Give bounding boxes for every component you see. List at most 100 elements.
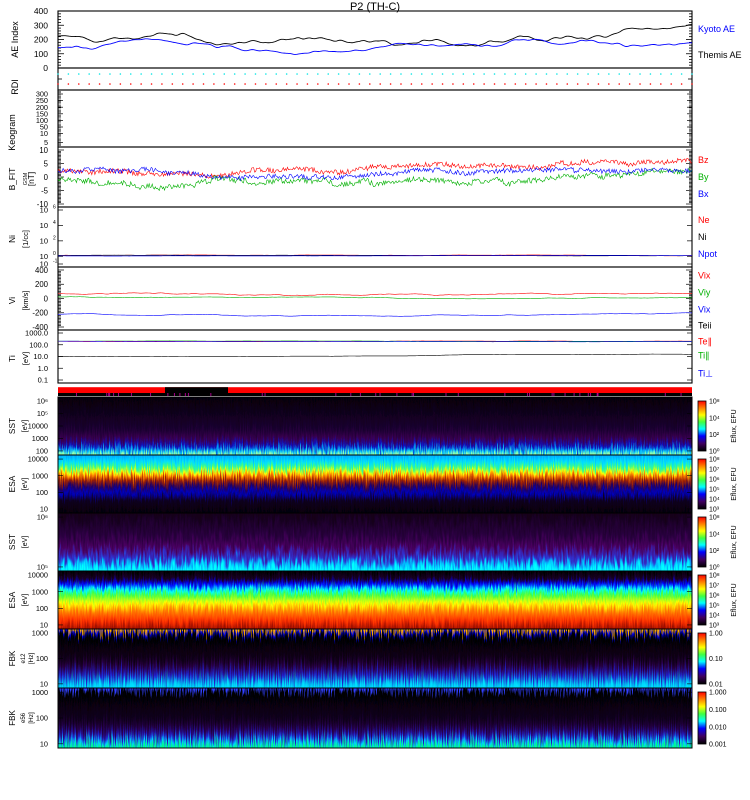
svg-text:Themis AE: Themis AE xyxy=(698,50,742,60)
svg-text:e12: e12 xyxy=(21,653,27,664)
svg-text:200: 200 xyxy=(35,280,49,289)
svg-text:10⁶: 10⁶ xyxy=(709,477,720,484)
svg-text:10⁶: 10⁶ xyxy=(709,593,720,600)
svg-text:10000: 10000 xyxy=(28,422,48,431)
svg-text:[eV]: [eV] xyxy=(22,536,29,549)
svg-text:Keogram: Keogram xyxy=(7,114,17,151)
svg-text:10.0: 10.0 xyxy=(33,352,48,361)
svg-text:0.10: 0.10 xyxy=(709,656,723,663)
svg-text:Vix: Vix xyxy=(698,271,711,281)
svg-text:10⁸: 10⁸ xyxy=(709,515,720,522)
svg-text:10⁴: 10⁴ xyxy=(709,613,720,620)
svg-text:-1: -1 xyxy=(53,259,58,265)
svg-text:1.0: 1.0 xyxy=(38,364,48,373)
svg-text:1000.0: 1000.0 xyxy=(25,329,48,338)
svg-text:10⁸: 10⁸ xyxy=(709,573,720,580)
svg-text:0: 0 xyxy=(43,63,48,73)
svg-text:Kyoto AE: Kyoto AE xyxy=(698,24,735,34)
svg-text:1000: 1000 xyxy=(32,434,48,443)
svg-text:10⁵: 10⁵ xyxy=(709,603,720,610)
svg-text:10⁴: 10⁴ xyxy=(709,415,720,422)
svg-text:-200: -200 xyxy=(32,309,48,318)
svg-text:0.100: 0.100 xyxy=(709,707,727,714)
svg-text:5: 5 xyxy=(44,159,49,168)
svg-text:0: 0 xyxy=(44,294,49,303)
svg-text:Teii: Teii xyxy=(698,321,712,331)
svg-text:Ti⊥: Ti⊥ xyxy=(698,369,713,379)
svg-text:10³: 10³ xyxy=(709,623,720,630)
svg-text:0.1: 0.1 xyxy=(38,376,48,385)
svg-text:10: 10 xyxy=(40,221,48,230)
svg-text:400: 400 xyxy=(35,266,49,275)
svg-text:B_FIT: B_FIT xyxy=(7,168,17,191)
svg-text:10²: 10² xyxy=(709,432,720,439)
svg-text:10⁴: 10⁴ xyxy=(709,531,720,538)
svg-text:10²: 10² xyxy=(709,548,720,555)
svg-text:Ne: Ne xyxy=(698,215,710,225)
svg-text:Ti∥: Ti∥ xyxy=(698,351,710,361)
svg-text:200: 200 xyxy=(34,35,48,45)
svg-text:Ti: Ti xyxy=(7,355,17,362)
svg-text:Eflux, EFU: Eflux, EFU xyxy=(731,583,738,616)
svg-text:RDI: RDI xyxy=(10,79,20,95)
svg-text:1.000: 1.000 xyxy=(709,690,727,697)
svg-text:1000: 1000 xyxy=(32,688,48,697)
svg-text:AE Index: AE Index xyxy=(10,21,20,58)
svg-text:10000: 10000 xyxy=(28,455,48,464)
svg-text:0: 0 xyxy=(44,173,49,182)
svg-text:1000: 1000 xyxy=(32,587,48,596)
svg-text:10⁰: 10⁰ xyxy=(709,448,720,456)
svg-text:1000: 1000 xyxy=(32,629,48,638)
svg-text:Bx: Bx xyxy=(698,189,709,199)
svg-text:FBK: FBK xyxy=(8,650,17,666)
svg-text:ESA: ESA xyxy=(7,591,17,608)
svg-text:10⁸: 10⁸ xyxy=(709,399,720,406)
svg-text:10⁰: 10⁰ xyxy=(709,564,720,572)
svg-text:10⁴: 10⁴ xyxy=(709,497,720,504)
svg-text:[eV]: [eV] xyxy=(22,594,29,607)
svg-text:10: 10 xyxy=(40,129,48,138)
svg-text:[km/s]: [km/s] xyxy=(21,291,30,311)
svg-text:10⁷: 10⁷ xyxy=(709,467,720,474)
svg-text:10⁵: 10⁵ xyxy=(709,487,720,494)
svg-text:10: 10 xyxy=(40,739,48,748)
svg-text:Eflux, EFU: Eflux, EFU xyxy=(731,525,738,558)
svg-text:100: 100 xyxy=(34,49,48,59)
svg-text:By: By xyxy=(698,172,709,182)
svg-text:[eV]: [eV] xyxy=(22,420,29,433)
svg-text:10⁵: 10⁵ xyxy=(37,409,48,418)
svg-text:[Hz]: [Hz] xyxy=(28,712,35,724)
svg-text:0.010: 0.010 xyxy=(709,724,727,731)
svg-text:SST: SST xyxy=(7,418,17,434)
svg-text:10: 10 xyxy=(39,146,48,155)
svg-text:10³: 10³ xyxy=(709,507,720,514)
svg-text:100: 100 xyxy=(36,604,48,613)
svg-text:Vix: Vix xyxy=(698,305,711,315)
svg-text:[Hz]: [Hz] xyxy=(28,653,35,665)
svg-text:2: 2 xyxy=(53,235,56,241)
svg-text:0.001: 0.001 xyxy=(709,742,727,749)
svg-text:Ni: Ni xyxy=(698,232,707,242)
svg-text:Eflux, EFU: Eflux, EFU xyxy=(731,409,738,442)
svg-text:Npot: Npot xyxy=(698,249,718,259)
svg-text:10⁶: 10⁶ xyxy=(37,397,48,406)
svg-text:10000: 10000 xyxy=(28,571,48,580)
svg-text:e56: e56 xyxy=(21,712,27,723)
svg-text:1.00: 1.00 xyxy=(709,631,723,638)
svg-text:Ni: Ni xyxy=(7,235,17,243)
svg-text:400: 400 xyxy=(34,6,48,16)
svg-text:Viy: Viy xyxy=(698,288,711,298)
svg-text:[eV]: [eV] xyxy=(21,352,30,365)
svg-text:100: 100 xyxy=(36,714,48,723)
svg-text:SST: SST xyxy=(7,534,17,550)
svg-text:10⁸: 10⁸ xyxy=(709,457,720,464)
svg-text:Te∥: Te∥ xyxy=(698,337,712,347)
svg-text:100: 100 xyxy=(36,488,48,497)
svg-text:100.0: 100.0 xyxy=(29,340,48,349)
svg-text:ESA: ESA xyxy=(7,475,17,492)
svg-text:10: 10 xyxy=(40,206,48,215)
svg-text:[nT]: [nT] xyxy=(26,172,36,186)
svg-text:[eV]: [eV] xyxy=(22,478,29,491)
svg-text:[1/cc]: [1/cc] xyxy=(21,230,30,248)
svg-text:10: 10 xyxy=(40,236,48,245)
